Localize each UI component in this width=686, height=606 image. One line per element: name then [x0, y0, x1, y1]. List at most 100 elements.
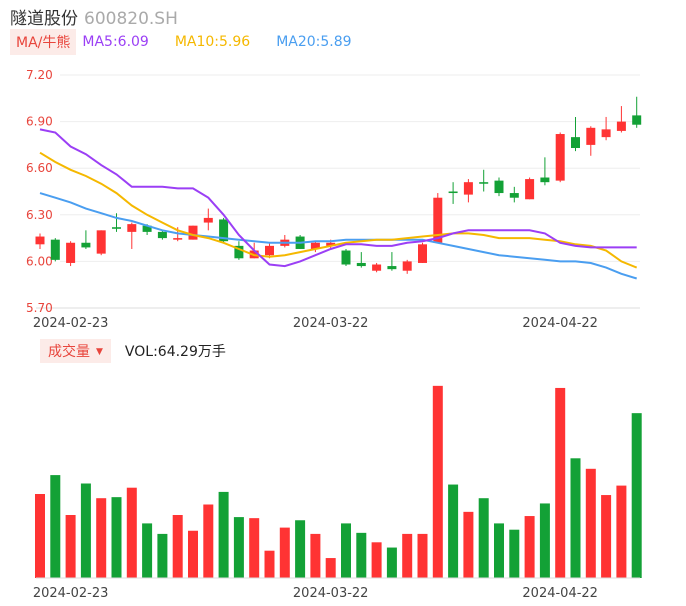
volume-bar	[341, 523, 351, 578]
volume-x-ticks: 2024-02-23 2024-03-22 2024-04-22	[33, 586, 598, 601]
volume-bar	[142, 523, 153, 578]
ma20-line	[39, 192, 637, 280]
volume-bar	[50, 475, 61, 578]
candle-body	[265, 245, 274, 256]
volume-bar	[65, 515, 76, 578]
volume-bar	[295, 520, 306, 578]
y-tick-label: 6.30	[26, 208, 53, 222]
candle-body	[418, 244, 427, 263]
volume-bars	[35, 385, 642, 579]
candle-body	[586, 127, 596, 145]
volume-bar	[539, 503, 550, 578]
volume-bar	[203, 504, 214, 578]
ma-legend: MA/牛熊 MA5:6.09 MA10:5.96 MA20:5.89	[10, 29, 378, 55]
volume-indicator-label: 成交量	[48, 344, 90, 360]
volume-bar	[555, 387, 566, 578]
candle-body	[112, 227, 121, 229]
candle-body	[326, 242, 336, 246]
y-tick-label: 6.90	[26, 115, 53, 129]
candle-body	[601, 129, 611, 138]
candle-body	[341, 250, 351, 265]
candle-body	[50, 239, 60, 260]
candle-body	[81, 242, 91, 248]
candle-body	[540, 177, 550, 183]
volume-bar	[233, 517, 244, 578]
price-x-ticks: 2024-02-23 2024-03-22 2024-04-22	[33, 316, 598, 331]
x-tick-label: 2024-02-23	[33, 316, 109, 331]
volume-bar	[478, 498, 489, 578]
candle-body	[525, 179, 535, 200]
volume-bar	[631, 413, 642, 578]
volume-bar	[417, 533, 428, 578]
volume-bar	[616, 485, 627, 578]
candle-body	[402, 261, 412, 271]
volume-indicator-dropdown[interactable]: 成交量 ▼	[40, 339, 111, 363]
volume-bar	[463, 511, 474, 578]
ma20-label: MA20:5.89	[276, 34, 352, 50]
ma10-label: MA10:5.96	[174, 34, 251, 50]
candle-body	[433, 197, 443, 243]
candle-body	[616, 121, 626, 131]
y-tick-label: 6.00	[26, 254, 53, 268]
volume-x-tick-label: 2024-04-22	[522, 586, 598, 601]
volume-bar	[601, 495, 612, 578]
candle-body	[203, 217, 213, 223]
ma10-line	[39, 151, 638, 269]
stock-code: 600820.SH	[84, 9, 178, 29]
volume-bar	[494, 523, 504, 578]
candle-body	[448, 191, 458, 194]
ma5-label: MA5:6.09	[82, 34, 149, 50]
candle-body	[632, 115, 642, 125]
volume-bar	[310, 533, 321, 578]
candle-body	[157, 231, 167, 239]
candle-body	[310, 242, 320, 249]
volume-bar	[264, 550, 275, 578]
volume-bar	[188, 530, 198, 578]
price-grid	[36, 74, 640, 309]
volume-bar	[448, 484, 459, 578]
candle-body	[234, 245, 244, 259]
volume-bar	[157, 533, 168, 578]
candle-body	[555, 134, 565, 181]
volume-bar	[218, 491, 229, 578]
volume-bar	[585, 468, 596, 578]
volume-bar	[402, 533, 413, 578]
candle-body	[35, 236, 45, 245]
price-y-ticks: 7.20 6.90 6.60 6.30 6.00 5.70	[26, 68, 53, 315]
volume-bar	[126, 487, 137, 578]
volume-value-label: VOL:64.29万手	[124, 344, 226, 360]
stock-title: 隧道股份 600820.SH	[10, 4, 178, 29]
candle-body	[96, 230, 106, 254]
volume-bar	[356, 532, 367, 578]
volume-bar	[432, 385, 443, 578]
candle-body	[494, 180, 504, 194]
x-tick-label: 2024-04-22	[522, 316, 598, 331]
volume-bar	[249, 518, 260, 578]
candle-body	[372, 264, 382, 271]
volume-bar	[524, 516, 535, 578]
y-tick-label: 5.70	[26, 301, 53, 315]
volume-bar	[172, 515, 183, 578]
volume-bar	[570, 458, 581, 578]
candle-body	[127, 224, 137, 232]
volume-bar	[279, 527, 290, 578]
volume-bar	[386, 547, 397, 578]
volume-bar	[96, 498, 107, 578]
candle-body	[173, 238, 183, 240]
ma5-line	[39, 128, 637, 268]
candle-body	[66, 242, 76, 263]
volume-x-tick-label: 2024-02-23	[33, 586, 109, 601]
x-tick-label: 2024-03-22	[293, 316, 369, 331]
volume-legend: 成交量 ▼ VOL:64.29万手	[40, 339, 226, 363]
volume-bar	[111, 497, 122, 578]
y-tick-label: 7.20	[26, 68, 53, 82]
moving-average-lines	[39, 128, 638, 280]
ma-toggle-button[interactable]: MA/牛熊	[10, 29, 77, 55]
candle-body	[463, 182, 473, 195]
stock-name: 隧道股份	[10, 9, 78, 29]
caret-down-icon: ▼	[96, 347, 103, 357]
volume-bar	[325, 558, 336, 578]
volume-bar	[509, 529, 520, 578]
candle-body	[188, 225, 198, 240]
